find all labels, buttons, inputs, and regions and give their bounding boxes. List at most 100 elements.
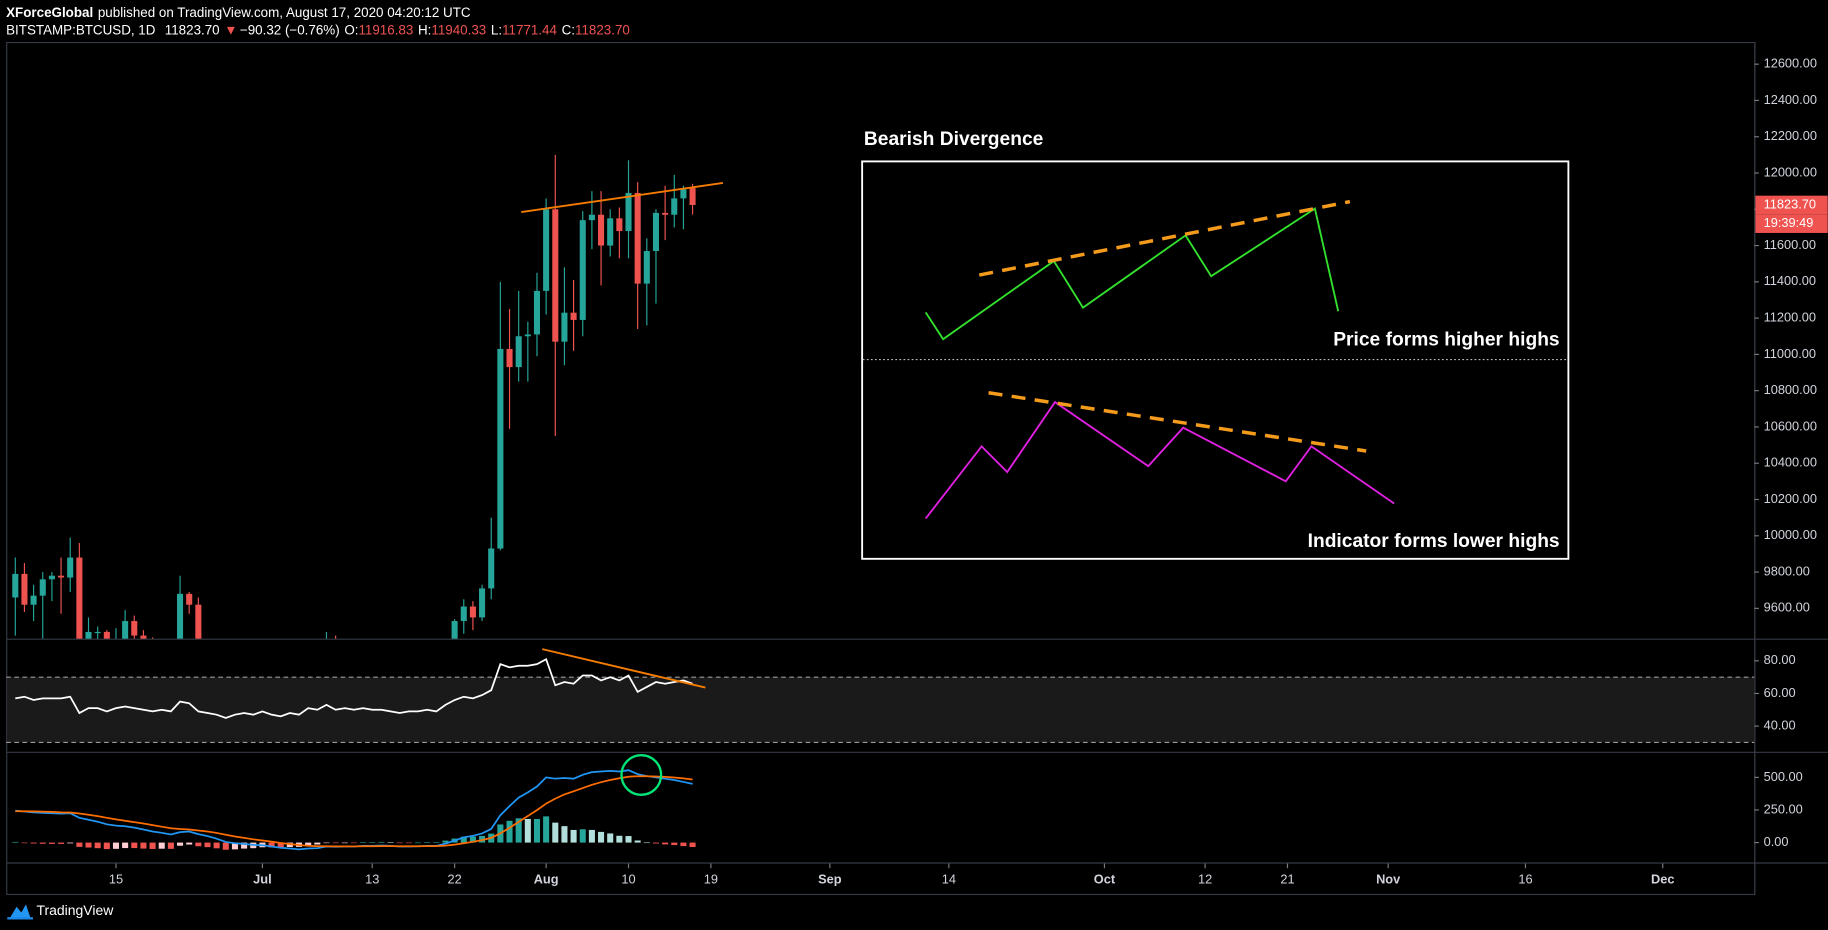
histogram-bar (671, 842, 678, 846)
histogram-bar (103, 842, 110, 850)
y-tick-label: 10800.00 (1764, 382, 1817, 397)
y-tick-label: 40.00 (1764, 717, 1796, 732)
y-tick-label: 11600.00 (1764, 237, 1816, 252)
low-value: 11771.44 (502, 22, 557, 37)
candle-body (552, 209, 559, 342)
histogram-bar (396, 842, 403, 844)
histogram-bar (158, 842, 165, 849)
y-tick-label: 10200.00 (1764, 491, 1817, 506)
histogram-bar (680, 842, 687, 847)
indicator-sketch (924, 400, 1395, 520)
candle-body (460, 606, 467, 622)
histogram-bar (598, 831, 605, 843)
y-tick-label: 0.00 (1764, 834, 1789, 849)
histogram-bar (515, 818, 522, 843)
histogram-bar (140, 842, 147, 849)
candle-body (76, 557, 83, 639)
histogram-bar (607, 833, 614, 843)
header-line: XForceGlobal published on TradingView.com… (6, 4, 471, 19)
histogram-bar (625, 836, 632, 843)
histogram-bar (652, 842, 659, 844)
last-price-tag (1755, 195, 1828, 215)
candle-body (103, 631, 110, 639)
histogram-bar (58, 842, 65, 844)
histogram-bar (241, 842, 248, 849)
candle-body (131, 621, 138, 636)
close-label: C: (562, 22, 575, 37)
histogram-bar (561, 826, 568, 843)
candle-body (634, 192, 641, 284)
histogram-bar (524, 818, 531, 843)
candle-body (524, 334, 531, 337)
y-tick-label: 12200.00 (1764, 128, 1817, 143)
y-tick-label: 11000.00 (1764, 346, 1816, 361)
y-tick-label: 250.00 (1764, 801, 1803, 816)
signal-line (15, 775, 693, 848)
candle-body (561, 312, 568, 342)
candle-body (186, 593, 193, 605)
close-value: 11823.70 (575, 22, 630, 37)
candle-body (607, 218, 614, 246)
candle-body (12, 573, 19, 598)
histogram-bar (350, 842, 357, 844)
histogram-bar (433, 842, 440, 843)
histogram-bar (131, 842, 138, 849)
histogram-bar (85, 842, 92, 848)
rsi-band (7, 677, 1755, 743)
crossover-circle (620, 754, 663, 796)
histogram-bar (122, 842, 129, 849)
histogram-bar (186, 842, 193, 845)
histogram-bar (634, 840, 641, 843)
candle-body (598, 214, 605, 246)
candle-body (643, 251, 650, 284)
histogram-bar (442, 840, 449, 843)
y-tick-label: 500.00 (1764, 769, 1803, 784)
candle-body (588, 214, 595, 221)
candle-body (177, 593, 184, 639)
candle-body (625, 192, 632, 232)
histogram-bar (195, 842, 202, 847)
candle-body (67, 557, 74, 578)
histogram-bar (213, 842, 220, 849)
x-tick-label: Sep (818, 871, 842, 886)
candle-body (39, 579, 46, 596)
price-trendline (521, 182, 724, 214)
y-tick-label: 9600.00 (1764, 600, 1810, 615)
price-highs-line (978, 199, 1351, 277)
histogram-bar (533, 818, 541, 843)
annotation-upper: Price forms higher highs (1333, 329, 1559, 350)
histogram-bar (48, 842, 55, 844)
candle-body (140, 635, 147, 639)
histogram-bar (167, 842, 174, 849)
x-tick-label: Dec (1651, 871, 1674, 886)
indicator-highs-line (988, 391, 1367, 453)
histogram-bar (414, 842, 422, 844)
candle-body (21, 573, 28, 605)
candle-body (48, 575, 55, 580)
last-price: 11823.70 (165, 22, 220, 37)
candle-body (451, 621, 458, 639)
histogram-bar (341, 842, 348, 844)
histogram-bar (94, 842, 101, 849)
x-tick-label: Nov (1376, 871, 1401, 886)
symbol: BITSTAMP:BTCUSD, 1D (6, 22, 156, 37)
histogram-bar (662, 842, 669, 845)
candle-body (543, 209, 550, 291)
histogram-bar (469, 836, 476, 843)
histogram-bar (39, 842, 46, 844)
x-tick-label: 21 (1280, 871, 1294, 886)
candle-body (195, 604, 202, 639)
change-arrow: ▼ (224, 22, 237, 37)
y-tick-label: 60.00 (1764, 685, 1796, 700)
histogram-bar (277, 842, 284, 848)
candle-body (533, 290, 541, 335)
countdown-label: 19:39:49 (1764, 215, 1814, 230)
y-tick-label: 12600.00 (1764, 56, 1817, 71)
candle-body (570, 312, 577, 320)
histogram-bar (177, 842, 184, 846)
change: −90.32 (−0.76%) (240, 22, 340, 37)
x-tick-label: 22 (447, 871, 461, 886)
axes: 12600.0012400.0012200.0012000.0011800.00… (109, 56, 1828, 886)
